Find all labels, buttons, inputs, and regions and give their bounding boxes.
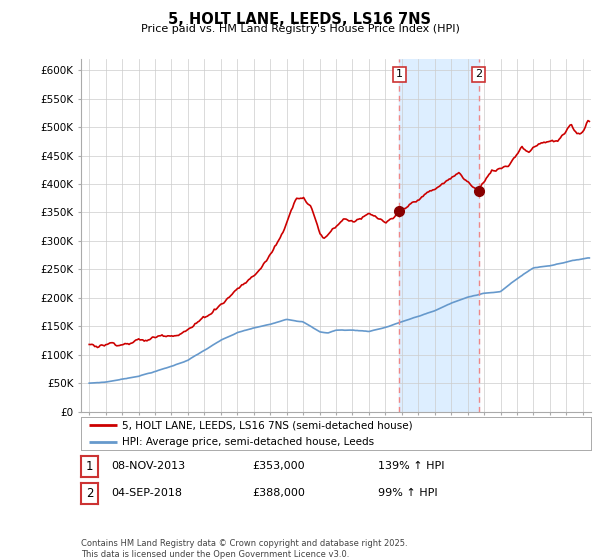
Text: 1: 1 xyxy=(86,460,93,473)
Text: 139% ↑ HPI: 139% ↑ HPI xyxy=(378,461,445,472)
Text: Price paid vs. HM Land Registry's House Price Index (HPI): Price paid vs. HM Land Registry's House … xyxy=(140,24,460,34)
Text: HPI: Average price, semi-detached house, Leeds: HPI: Average price, semi-detached house,… xyxy=(122,437,374,446)
Text: 2: 2 xyxy=(86,487,93,500)
Text: 08-NOV-2013: 08-NOV-2013 xyxy=(111,461,185,472)
Text: 04-SEP-2018: 04-SEP-2018 xyxy=(111,488,182,498)
Text: 5, HOLT LANE, LEEDS, LS16 7NS: 5, HOLT LANE, LEEDS, LS16 7NS xyxy=(169,12,431,27)
Text: Contains HM Land Registry data © Crown copyright and database right 2025.
This d: Contains HM Land Registry data © Crown c… xyxy=(81,539,407,559)
Text: 99% ↑ HPI: 99% ↑ HPI xyxy=(378,488,437,498)
Text: 2: 2 xyxy=(475,69,482,80)
Text: 1: 1 xyxy=(396,69,403,80)
Bar xyxy=(400,59,479,412)
Text: £353,000: £353,000 xyxy=(252,461,305,472)
Text: £388,000: £388,000 xyxy=(252,488,305,498)
Text: 5, HOLT LANE, LEEDS, LS16 7NS (semi-detached house): 5, HOLT LANE, LEEDS, LS16 7NS (semi-deta… xyxy=(122,421,412,430)
